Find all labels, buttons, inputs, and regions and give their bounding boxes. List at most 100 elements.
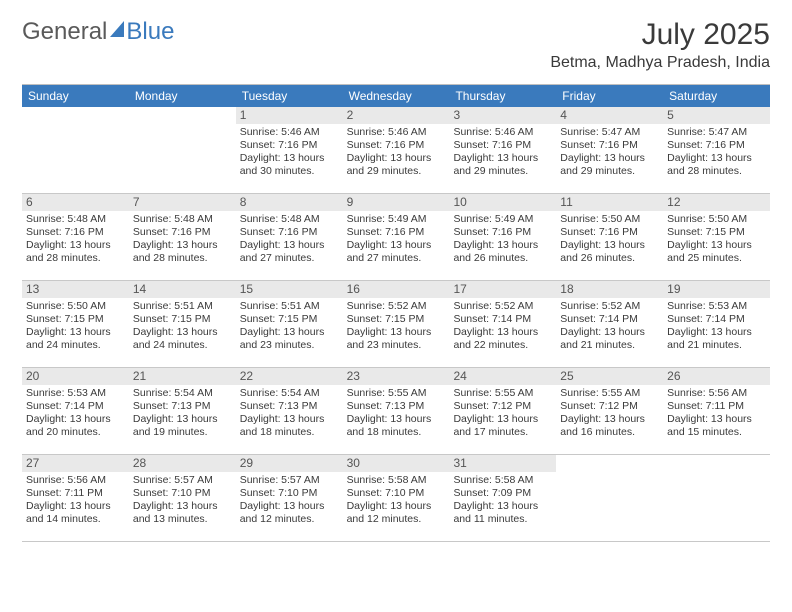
day-number: 31	[449, 455, 556, 472]
day-header-row: SundayMondayTuesdayWednesdayThursdayFrid…	[22, 85, 770, 107]
weeks-container: 001Sunrise: 5:46 AMSunset: 7:16 PMDaylig…	[22, 107, 770, 542]
day-body: Sunrise: 5:47 AMSunset: 7:16 PMDaylight:…	[556, 126, 663, 183]
day-number: 10	[449, 194, 556, 211]
daylight-line: Daylight: 13 hours and 29 minutes.	[560, 152, 659, 178]
day-body: Sunrise: 5:51 AMSunset: 7:15 PMDaylight:…	[236, 300, 343, 357]
day-cell: 20Sunrise: 5:53 AMSunset: 7:14 PMDayligh…	[22, 368, 129, 454]
sunset-line: Sunset: 7:13 PM	[240, 400, 339, 413]
day-cell: 5Sunrise: 5:47 AMSunset: 7:16 PMDaylight…	[663, 107, 770, 193]
day-cell: 15Sunrise: 5:51 AMSunset: 7:15 PMDayligh…	[236, 281, 343, 367]
day-body: Sunrise: 5:54 AMSunset: 7:13 PMDaylight:…	[236, 387, 343, 444]
day-body: Sunrise: 5:48 AMSunset: 7:16 PMDaylight:…	[236, 213, 343, 270]
sunrise-line: Sunrise: 5:54 AM	[240, 387, 339, 400]
day-cell: 16Sunrise: 5:52 AMSunset: 7:15 PMDayligh…	[343, 281, 450, 367]
sunset-line: Sunset: 7:15 PM	[240, 313, 339, 326]
sunrise-line: Sunrise: 5:57 AM	[240, 474, 339, 487]
day-header-monday: Monday	[129, 85, 236, 107]
day-body: Sunrise: 5:53 AMSunset: 7:14 PMDaylight:…	[663, 300, 770, 357]
day-cell: 23Sunrise: 5:55 AMSunset: 7:13 PMDayligh…	[343, 368, 450, 454]
day-cell: 19Sunrise: 5:53 AMSunset: 7:14 PMDayligh…	[663, 281, 770, 367]
daylight-line: Daylight: 13 hours and 25 minutes.	[667, 239, 766, 265]
day-number: 2	[343, 107, 450, 124]
day-body: Sunrise: 5:48 AMSunset: 7:16 PMDaylight:…	[22, 213, 129, 270]
day-number: 29	[236, 455, 343, 472]
location: Betma, Madhya Pradesh, India	[550, 54, 770, 72]
sunrise-line: Sunrise: 5:57 AM	[133, 474, 232, 487]
day-number: 12	[663, 194, 770, 211]
day-body: Sunrise: 5:58 AMSunset: 7:10 PMDaylight:…	[343, 474, 450, 531]
day-header-saturday: Saturday	[663, 85, 770, 107]
daylight-line: Daylight: 13 hours and 29 minutes.	[453, 152, 552, 178]
day-cell: 27Sunrise: 5:56 AMSunset: 7:11 PMDayligh…	[22, 455, 129, 541]
day-number: 30	[343, 455, 450, 472]
sunset-line: Sunset: 7:11 PM	[26, 487, 125, 500]
sunset-line: Sunset: 7:15 PM	[347, 313, 446, 326]
sunrise-line: Sunrise: 5:54 AM	[133, 387, 232, 400]
day-body: Sunrise: 5:48 AMSunset: 7:16 PMDaylight:…	[129, 213, 236, 270]
day-cell: 29Sunrise: 5:57 AMSunset: 7:10 PMDayligh…	[236, 455, 343, 541]
day-cell: 3Sunrise: 5:46 AMSunset: 7:16 PMDaylight…	[449, 107, 556, 193]
month-title: July 2025	[550, 18, 770, 52]
daylight-line: Daylight: 13 hours and 28 minutes.	[667, 152, 766, 178]
sunrise-line: Sunrise: 5:56 AM	[667, 387, 766, 400]
daylight-line: Daylight: 13 hours and 30 minutes.	[240, 152, 339, 178]
day-cell: 28Sunrise: 5:57 AMSunset: 7:10 PMDayligh…	[129, 455, 236, 541]
day-number: 18	[556, 281, 663, 298]
sunset-line: Sunset: 7:16 PM	[26, 226, 125, 239]
day-number: 20	[22, 368, 129, 385]
day-cell: 12Sunrise: 5:50 AMSunset: 7:15 PMDayligh…	[663, 194, 770, 280]
sunrise-line: Sunrise: 5:51 AM	[240, 300, 339, 313]
day-cell: 0	[129, 107, 236, 193]
sunset-line: Sunset: 7:15 PM	[133, 313, 232, 326]
sunset-line: Sunset: 7:16 PM	[133, 226, 232, 239]
daylight-line: Daylight: 13 hours and 18 minutes.	[347, 413, 446, 439]
day-cell: 18Sunrise: 5:52 AMSunset: 7:14 PMDayligh…	[556, 281, 663, 367]
sunset-line: Sunset: 7:13 PM	[347, 400, 446, 413]
sunrise-line: Sunrise: 5:53 AM	[26, 387, 125, 400]
day-number: 21	[129, 368, 236, 385]
day-number: 22	[236, 368, 343, 385]
sunrise-line: Sunrise: 5:53 AM	[667, 300, 766, 313]
day-cell: 31Sunrise: 5:58 AMSunset: 7:09 PMDayligh…	[449, 455, 556, 541]
sunset-line: Sunset: 7:10 PM	[240, 487, 339, 500]
sunset-line: Sunset: 7:16 PM	[347, 139, 446, 152]
sunset-line: Sunset: 7:10 PM	[133, 487, 232, 500]
daylight-line: Daylight: 13 hours and 14 minutes.	[26, 500, 125, 526]
daylight-line: Daylight: 13 hours and 24 minutes.	[133, 326, 232, 352]
day-number: 14	[129, 281, 236, 298]
day-number: 6	[22, 194, 129, 211]
sunrise-line: Sunrise: 5:50 AM	[560, 213, 659, 226]
sunset-line: Sunset: 7:16 PM	[453, 139, 552, 152]
daylight-line: Daylight: 13 hours and 24 minutes.	[26, 326, 125, 352]
daylight-line: Daylight: 13 hours and 26 minutes.	[560, 239, 659, 265]
daylight-line: Daylight: 13 hours and 26 minutes.	[453, 239, 552, 265]
day-number: 8	[236, 194, 343, 211]
week-row: 13Sunrise: 5:50 AMSunset: 7:15 PMDayligh…	[22, 281, 770, 368]
week-row: 001Sunrise: 5:46 AMSunset: 7:16 PMDaylig…	[22, 107, 770, 194]
day-number: 9	[343, 194, 450, 211]
sunrise-line: Sunrise: 5:55 AM	[560, 387, 659, 400]
day-header-tuesday: Tuesday	[236, 85, 343, 107]
day-body: Sunrise: 5:55 AMSunset: 7:13 PMDaylight:…	[343, 387, 450, 444]
sunrise-line: Sunrise: 5:55 AM	[347, 387, 446, 400]
sunrise-line: Sunrise: 5:52 AM	[347, 300, 446, 313]
day-body: Sunrise: 5:46 AMSunset: 7:16 PMDaylight:…	[343, 126, 450, 183]
day-body: Sunrise: 5:51 AMSunset: 7:15 PMDaylight:…	[129, 300, 236, 357]
sunrise-line: Sunrise: 5:46 AM	[347, 126, 446, 139]
daylight-line: Daylight: 13 hours and 13 minutes.	[133, 500, 232, 526]
day-body: Sunrise: 5:57 AMSunset: 7:10 PMDaylight:…	[129, 474, 236, 531]
day-cell: 9Sunrise: 5:49 AMSunset: 7:16 PMDaylight…	[343, 194, 450, 280]
sunrise-line: Sunrise: 5:49 AM	[347, 213, 446, 226]
daylight-line: Daylight: 13 hours and 22 minutes.	[453, 326, 552, 352]
sunset-line: Sunset: 7:10 PM	[347, 487, 446, 500]
day-number: 7	[129, 194, 236, 211]
sunrise-line: Sunrise: 5:48 AM	[240, 213, 339, 226]
day-header-friday: Friday	[556, 85, 663, 107]
sunrise-line: Sunrise: 5:49 AM	[453, 213, 552, 226]
sunrise-line: Sunrise: 5:46 AM	[240, 126, 339, 139]
calendar: SundayMondayTuesdayWednesdayThursdayFrid…	[22, 84, 770, 542]
sunrise-line: Sunrise: 5:50 AM	[667, 213, 766, 226]
sunrise-line: Sunrise: 5:48 AM	[133, 213, 232, 226]
day-cell: 11Sunrise: 5:50 AMSunset: 7:16 PMDayligh…	[556, 194, 663, 280]
sunrise-line: Sunrise: 5:56 AM	[26, 474, 125, 487]
